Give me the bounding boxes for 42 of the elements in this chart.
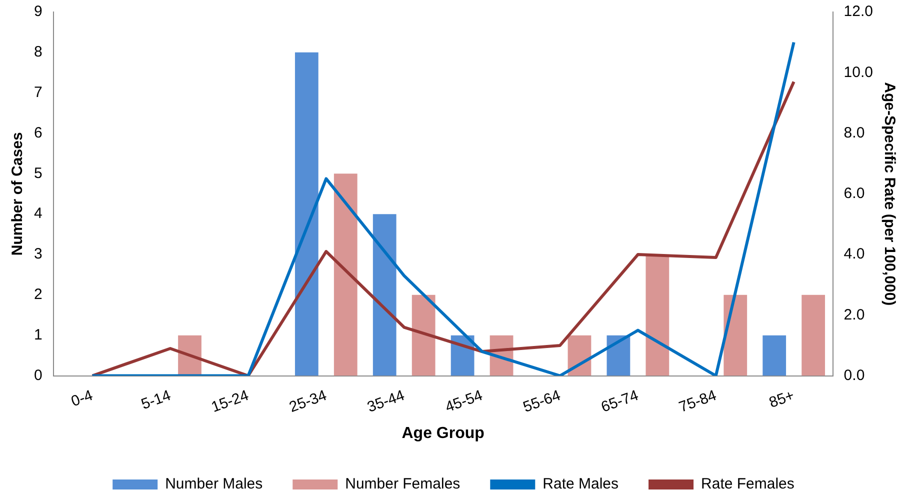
x-tick-label: 0-4 [68,386,96,410]
y-tick-label: 1 [34,326,42,344]
x-tick-label: 75-84 [676,386,719,416]
bar [802,294,826,376]
x-tick-label: 65-74 [598,386,641,416]
y2-axis-title: Age-Specific Rate (per 100,000) [880,82,898,306]
bar [646,254,670,376]
legend-label: Number Females [345,476,460,493]
bar [724,294,748,376]
x-tick-label: 45-54 [443,386,485,416]
y-tick-label: 3 [34,246,42,263]
x-tick-label: 35-44 [365,386,407,416]
y-tick-label: 4 [34,205,42,222]
x-tick-label: 55-64 [520,386,563,416]
x-tick-label: 25-34 [287,386,329,416]
y2-tick-label: 10.0 [844,64,874,81]
y-tick-label: 2 [34,286,42,304]
y2-tick-label: 8.0 [844,124,865,142]
y-axis-title: Number of Cases [9,132,26,256]
y2-tick-label: 4.0 [844,246,865,263]
y2-tick-label: 12.0 [844,3,874,20]
y-tick-label: 5 [34,164,42,182]
y-tick-label: 6 [34,124,42,142]
bar [412,294,436,376]
bar [294,52,318,376]
bar [762,335,786,376]
y2-tick-label: 0.0 [844,366,865,384]
y-tick-label: 7 [34,84,42,101]
y-tick-label: 9 [34,3,42,20]
legend-label: Rate Females [701,476,794,493]
y2-tick-label: 6.0 [844,185,865,202]
bar [334,174,358,376]
legend-label: Rate Males [542,476,619,493]
y2-tick-label: 2.0 [844,306,865,324]
x-tick-label: 85+ [766,386,797,412]
x-axis-title: Age Group [402,424,485,442]
x-tick-label: 5-14 [139,386,174,414]
bar [372,214,396,376]
y-tick-label: 0 [34,366,42,384]
y-tick-label: 8 [34,44,42,61]
x-tick-label: 15-24 [209,386,251,416]
legend-label: Number Males [165,476,263,493]
